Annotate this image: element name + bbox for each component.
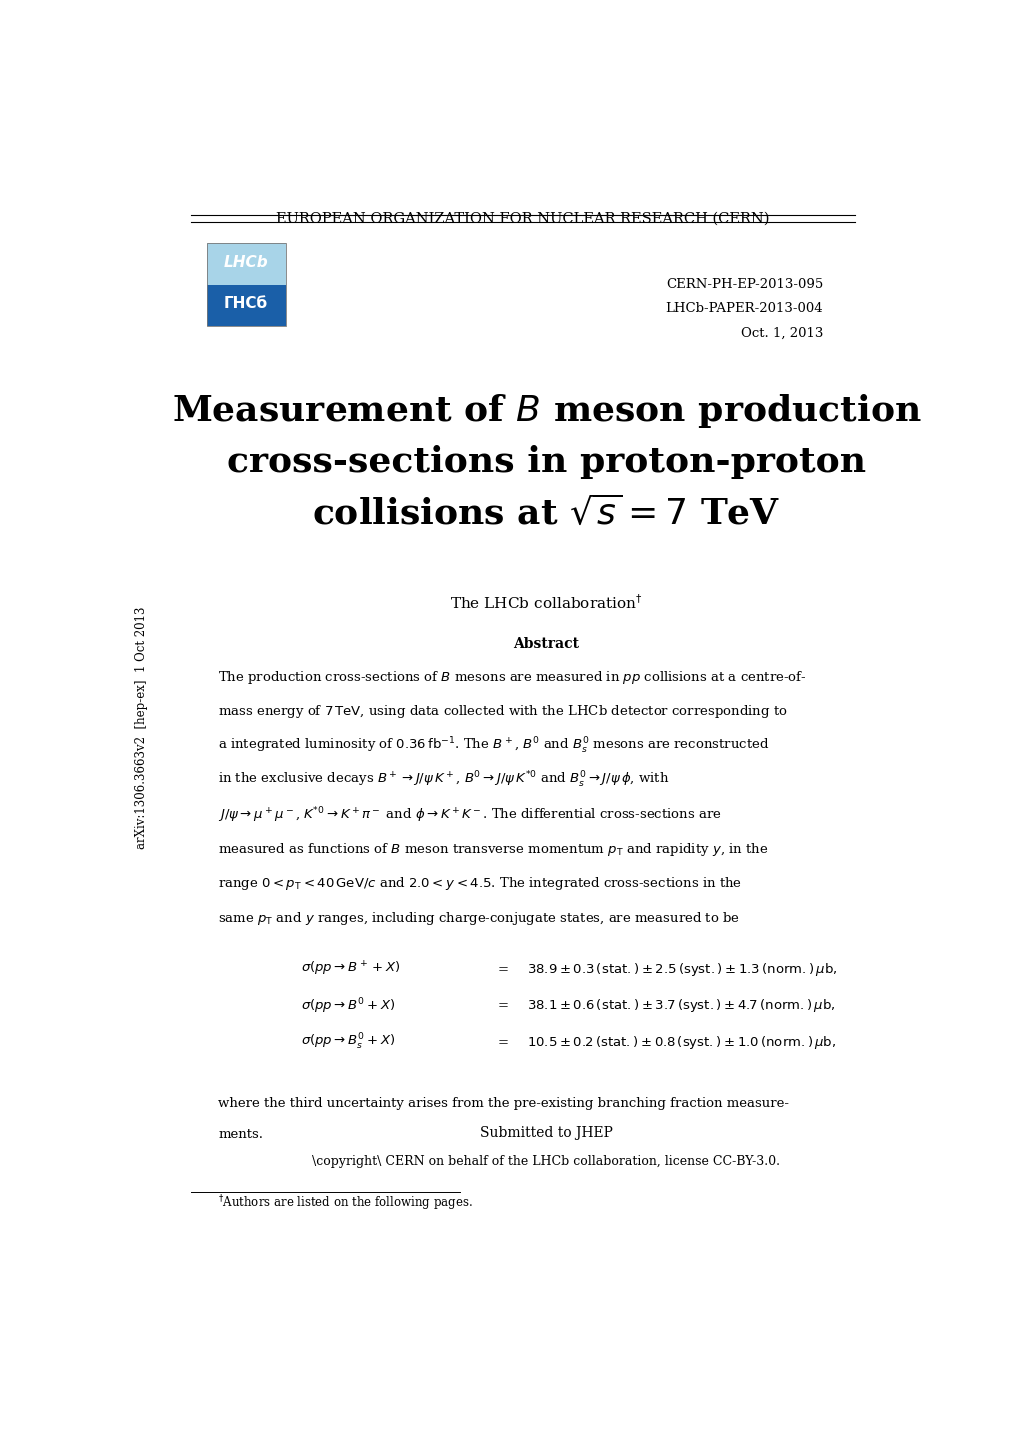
Text: measured as functions of $\mathit{B}$ meson transverse momentum $p_{\rm T}$ and : measured as functions of $\mathit{B}$ me… (218, 841, 768, 858)
Text: CERN-PH-EP-2013-095: CERN-PH-EP-2013-095 (665, 277, 822, 291)
Text: Abstract: Abstract (513, 637, 579, 650)
FancyBboxPatch shape (206, 284, 285, 326)
Text: $10.5 \pm 0.2\,(\mathrm{stat.}) \pm 0.8\,(\mathrm{syst.}) \pm 1.0\,(\mathrm{norm: $10.5 \pm 0.2\,(\mathrm{stat.}) \pm 0.8\… (526, 1034, 836, 1051)
Text: ments.: ments. (218, 1128, 263, 1141)
Text: in the exclusive decays $B^+ \to J/\psi\, K^+$, $B^0 \to J/\psi\, K^{*0}$ and $B: in the exclusive decays $B^+ \to J/\psi\… (218, 770, 669, 790)
Text: range $0 < p_{\rm T} < 40\,\mathrm{GeV}/c$ and $2.0 < y < 4.5$. The integrated c: range $0 < p_{\rm T} < 40\,\mathrm{GeV}/… (218, 875, 742, 893)
Text: Oct. 1, 2013: Oct. 1, 2013 (740, 326, 822, 339)
Text: arXiv:1306.3663v2  [hep-ex]  1 Oct 2013: arXiv:1306.3663v2 [hep-ex] 1 Oct 2013 (136, 607, 148, 849)
Text: LHCb-PAPER-2013-004: LHCb-PAPER-2013-004 (664, 301, 822, 314)
FancyBboxPatch shape (206, 244, 285, 284)
Text: ГНСб: ГНСб (224, 296, 268, 311)
Text: where the third uncertainty arises from the pre-existing branching fraction meas: where the third uncertainty arises from … (218, 1097, 789, 1110)
Text: =: = (497, 963, 508, 976)
Text: mass energy of $7\,\mathrm{TeV}$, using data collected with the LHCb detector co: mass energy of $7\,\mathrm{TeV}$, using … (218, 704, 788, 720)
Text: \copyright\ CERN on behalf of the LHCb collaboration, license CC-BY-3.0.: \copyright\ CERN on behalf of the LHCb c… (312, 1155, 780, 1168)
Text: $^{\dagger}$Authors are listed on the following pages.: $^{\dagger}$Authors are listed on the fo… (218, 1194, 473, 1213)
Text: $\sigma(pp \to B^+ + X)$: $\sigma(pp \to B^+ + X)$ (302, 960, 400, 978)
Text: =: = (497, 1035, 508, 1048)
Text: $\sigma(pp \to B^0_s + X)$: $\sigma(pp \to B^0_s + X)$ (302, 1032, 395, 1053)
Text: =: = (497, 999, 508, 1012)
Text: a integrated luminosity of $0.36\,\mathrm{fb}^{-1}$. The $B^+$, $B^0$ and $B^0_s: a integrated luminosity of $0.36\,\mathr… (218, 735, 769, 756)
Text: EUROPEAN ORGANIZATION FOR NUCLEAR RESEARCH (CERN): EUROPEAN ORGANIZATION FOR NUCLEAR RESEAR… (276, 212, 768, 225)
Text: $J/\psi \to \mu^+\mu^-$, $K^{*0} \to K^+\pi^-$ and $\phi \to K^+K^-$. The differ: $J/\psi \to \mu^+\mu^-$, $K^{*0} \to K^+… (218, 805, 721, 825)
Text: cross-sections in proton-proton: cross-sections in proton-proton (226, 444, 865, 479)
Text: $\sigma(pp \to B^0 + X)$: $\sigma(pp \to B^0 + X)$ (302, 996, 395, 1015)
Text: Submitted to JHEP: Submitted to JHEP (480, 1126, 612, 1141)
Text: $38.1 \pm 0.6\,(\mathrm{stat.}) \pm 3.7\,(\mathrm{syst.}) \pm 4.7\,(\mathrm{norm: $38.1 \pm 0.6\,(\mathrm{stat.}) \pm 3.7\… (526, 998, 835, 1014)
Text: LHCb: LHCb (223, 255, 268, 271)
Text: $38.9 \pm 0.3\,(\mathrm{stat.}) \pm 2.5\,(\mathrm{syst.}) \pm 1.3\,(\mathrm{norm: $38.9 \pm 0.3\,(\mathrm{stat.}) \pm 2.5\… (526, 960, 837, 978)
Text: The LHCb collaboration$^{\dagger}$: The LHCb collaboration$^{\dagger}$ (449, 594, 642, 611)
Text: same $p_{\rm T}$ and $y$ ranges, including charge-conjugate states, are measured: same $p_{\rm T}$ and $y$ ranges, includi… (218, 910, 740, 927)
Text: collisions at $\sqrt{s} = 7$ TeV: collisions at $\sqrt{s} = 7$ TeV (312, 495, 780, 531)
Text: Measurement of $\mathit{B}$ meson production: Measurement of $\mathit{B}$ meson produc… (171, 392, 920, 430)
Text: The production cross-sections of $\mathit{B}$ mesons are measured in $\mathit{pp: The production cross-sections of $\mathi… (218, 669, 806, 685)
